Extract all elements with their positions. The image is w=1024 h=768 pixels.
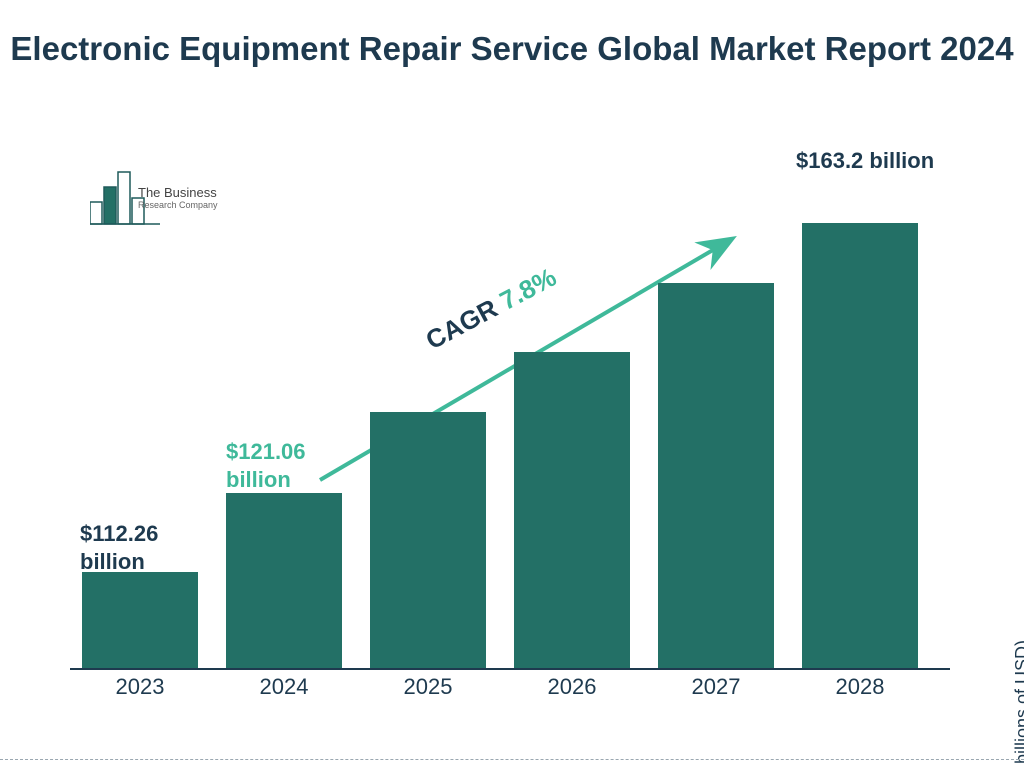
bar-2023 [82, 572, 198, 668]
bar-2024 [226, 493, 342, 668]
bar-2026 [514, 352, 630, 668]
footer-divider [0, 759, 1024, 760]
chart-area: CAGR 7.8% $112.26 billion $121.06 billio… [70, 140, 950, 700]
x-axis-line [70, 668, 950, 670]
bar-2028 [802, 223, 918, 668]
chart-title: Electronic Equipment Repair Service Glob… [0, 28, 1024, 71]
value-label-2028: $163.2 billion [796, 147, 934, 175]
value-label-2024: $121.06 billion [226, 438, 306, 493]
x-label-2028: 2028 [802, 674, 918, 700]
value-label-2023: $112.26 billion [80, 520, 158, 575]
x-label-2025: 2025 [370, 674, 486, 700]
y-axis-label: Market Size (in billions of USD) [1012, 640, 1024, 768]
x-label-2026: 2026 [514, 674, 630, 700]
bar-2025 [370, 412, 486, 668]
x-label-2023: 2023 [82, 674, 198, 700]
x-label-2024: 2024 [226, 674, 342, 700]
bar-2027 [658, 283, 774, 668]
x-label-2027: 2027 [658, 674, 774, 700]
